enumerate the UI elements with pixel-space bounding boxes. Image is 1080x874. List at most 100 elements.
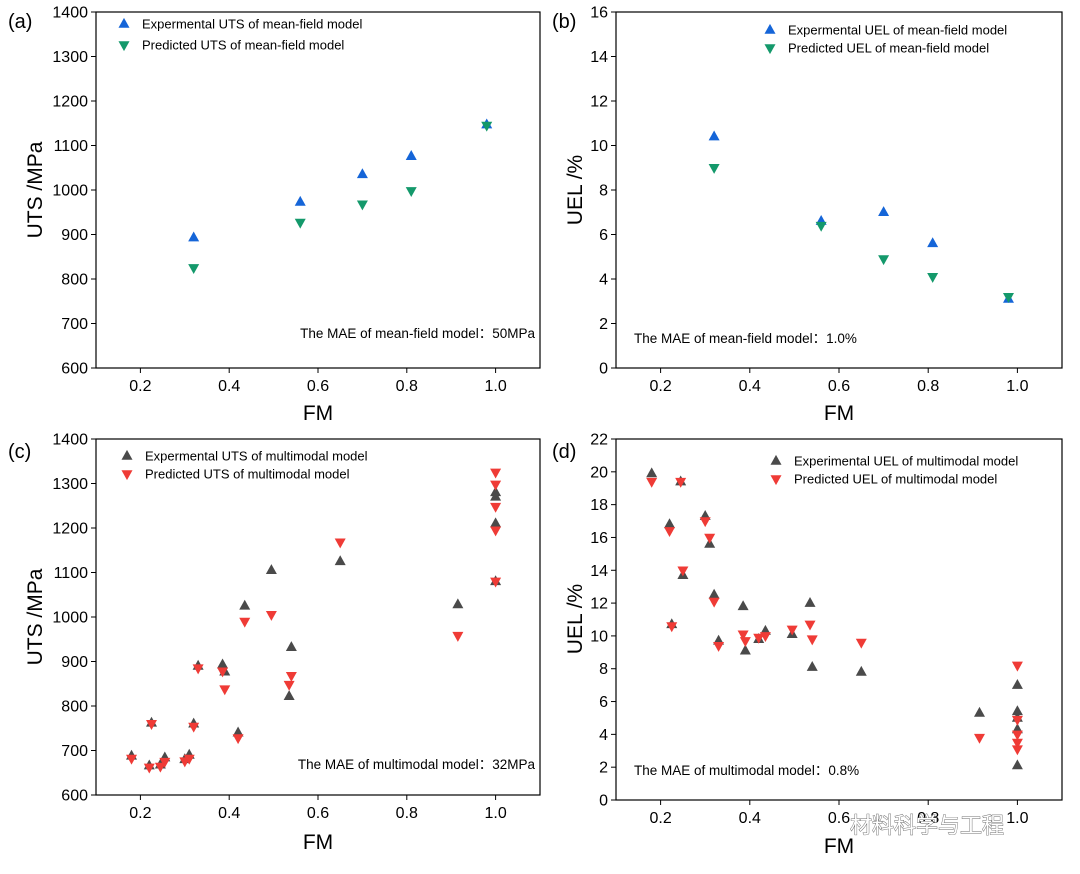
predicted-point: [1011, 661, 1023, 672]
x-axis-title: FM: [824, 402, 854, 425]
x-tick-label: 0.4: [218, 805, 240, 822]
x-tick-label: 1.0: [484, 378, 506, 395]
x-tick-label: 1.0: [1006, 378, 1028, 395]
predicted-point: [490, 468, 502, 479]
x-tick-label: 0.8: [917, 810, 939, 827]
x-tick-label: 0.4: [218, 378, 240, 395]
y-tick-label: 10: [590, 628, 608, 645]
y-tick-label: 1200: [52, 521, 88, 538]
mae-annotation: The MAE of multimodal model：32MPa: [298, 757, 536, 772]
y-tick-label: 14: [590, 563, 608, 580]
legend-marker: [770, 475, 782, 486]
predicted-point: [786, 625, 798, 636]
predicted-point: [806, 635, 818, 646]
y-axis-title: UTS /MPa: [24, 568, 47, 665]
panel-label: (c): [8, 441, 31, 463]
legend-marker: [764, 23, 776, 34]
plot-frame: [95, 438, 541, 796]
experimental-point: [285, 641, 297, 652]
experimental-point: [217, 658, 229, 669]
experimental-point: [664, 518, 676, 529]
y-tick-label: 8: [599, 183, 608, 200]
x-tick-label: 0.8: [917, 378, 939, 395]
legend-marker: [118, 17, 130, 28]
predicted-point: [481, 121, 493, 132]
x-tick-label: 1.0: [1006, 810, 1028, 827]
y-tick-label: 1300: [52, 49, 88, 66]
experimental-point: [804, 596, 816, 607]
predicted-point: [490, 577, 502, 588]
predicted-point: [334, 538, 346, 549]
predicted-point: [927, 273, 939, 283]
predicted-point: [664, 527, 676, 538]
y-tick-label: 600: [61, 788, 88, 805]
predicted-point: [217, 667, 229, 678]
experimental-point: [405, 150, 417, 160]
predicted-point: [1011, 745, 1023, 756]
predicted-point: [146, 720, 157, 730]
predicted-point: [188, 722, 200, 733]
plot-frame: [615, 438, 1063, 801]
chart-panel-c: (c) 0.2 0.4 0.6 0.8 1.0 600 700 800 900 1000 1100 12…: [8, 432, 541, 854]
y-tick-label: 4: [599, 727, 608, 744]
y-tick-label: 6: [599, 227, 608, 244]
predicted-point: [159, 757, 171, 768]
predicted-point: [1011, 738, 1023, 749]
predicted-point: [356, 200, 368, 211]
predicted-point: [126, 754, 138, 765]
x-tick-label: 1.0: [484, 805, 506, 822]
plot-frame: [95, 11, 541, 369]
y-axis-title: UEL /%: [564, 584, 587, 654]
y-tick-label: 1400: [52, 5, 88, 22]
x-tick-label: 0.4: [739, 810, 761, 827]
y-tick-label: 6: [599, 694, 608, 711]
legend-marker: [121, 449, 133, 460]
predicted-point: [239, 617, 251, 628]
y-tick-label: 1100: [54, 565, 89, 582]
experimental-point: [646, 467, 658, 478]
experimental-point: [490, 486, 502, 497]
legend-marker: [121, 470, 133, 481]
experimental-point: [1011, 678, 1023, 689]
predicted-point: [405, 187, 417, 198]
predicted-point: [973, 733, 985, 744]
legend-label: Expermental UEL of mean-field model: [788, 23, 1007, 38]
experimental-point: [927, 237, 939, 248]
y-tick-label: 20: [590, 464, 608, 481]
predicted-point: [232, 734, 244, 745]
x-tick-label: 0.6: [828, 378, 850, 395]
x-tick-label: 0.4: [739, 378, 761, 395]
predicted-point: [1011, 730, 1023, 741]
y-tick-label: 12: [590, 94, 608, 111]
predicted-point: [219, 685, 231, 696]
predicted-point: [878, 255, 890, 266]
y-tick-label: 1000: [52, 610, 88, 627]
experimental-point: [1011, 705, 1023, 716]
y-tick-label: 16: [590, 530, 608, 547]
y-tick-label: 1100: [54, 138, 89, 155]
predicted-point: [708, 597, 720, 608]
predicted-point: [753, 633, 765, 644]
y-tick-label: 2: [599, 316, 608, 333]
experimental-point: [878, 206, 890, 217]
experimental-point: [1011, 759, 1023, 770]
y-tick-label: 700: [61, 743, 88, 760]
y-tick-label: 4: [599, 272, 608, 289]
predicted-point: [855, 638, 867, 649]
experimental-point: [739, 644, 751, 655]
y-tick-label: 2: [599, 760, 608, 777]
predicted-point: [804, 620, 816, 631]
predicted-point: [183, 754, 195, 765]
predicted-point: [283, 680, 295, 691]
mae-annotation: The MAE of mean-field model：50MPa: [300, 326, 535, 341]
y-tick-label: 900: [61, 227, 88, 244]
mae-annotation: The MAE of multimodal model：0.8%: [634, 763, 859, 778]
x-tick-label: 0.6: [828, 810, 850, 827]
legend-label: Predicted UEL of mean-field model: [788, 41, 989, 56]
predicted-point: [677, 566, 689, 577]
x-axis-title: FM: [303, 831, 333, 854]
experimental-point: [334, 555, 346, 566]
predicted-point: [666, 622, 678, 633]
x-tick-label: 0.2: [129, 805, 151, 822]
